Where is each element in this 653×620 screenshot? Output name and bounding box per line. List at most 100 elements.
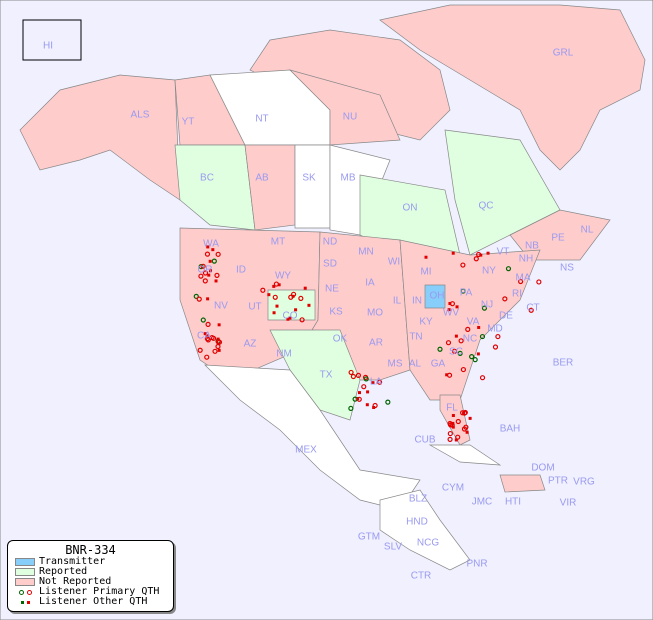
listener-primary-qth-marker (214, 272, 220, 278)
listener-other-qth-marker (365, 403, 369, 407)
region-label-cym: CYM (442, 483, 464, 494)
listener-primary-qth-marker (473, 256, 479, 262)
hispaniola (499, 474, 546, 493)
central-america (379, 489, 471, 571)
listener-other-qth-marker (208, 259, 212, 263)
listener-primary-qth-marker (298, 295, 304, 302)
listener-primary-qth-marker (447, 430, 453, 437)
listener-other-qth-marker (288, 316, 292, 320)
region-label-wy: WY (275, 271, 291, 282)
region-label-ky: KY (419, 317, 433, 328)
listener-primary-qth-marker (350, 373, 357, 380)
region-label-ia: IA (365, 278, 375, 289)
listener-primary-qth-marker (437, 346, 443, 352)
listener-primary-qth-marker (273, 281, 280, 287)
region-label-wa: WA (203, 239, 219, 250)
listener-other-qth-marker (424, 255, 428, 259)
legend-item: Transmitter (8, 557, 173, 567)
listener-primary-qth-marker (361, 384, 367, 390)
listener-primary-qth-marker (204, 251, 211, 257)
listener-other-qth-marker (451, 251, 455, 255)
listener-primary-qth-marker (460, 366, 467, 373)
listener-primary-qth-marker (197, 347, 203, 353)
region-label-hnd: HND (406, 517, 428, 528)
region-label-ns: NS (560, 263, 574, 274)
alaska (19, 74, 181, 201)
region-label-mo: MO (367, 308, 383, 319)
region-label-gtm: GTM (358, 532, 380, 543)
region-label-in: IN (412, 296, 422, 307)
listener-primary-qth-marker (272, 294, 278, 300)
region-label-sd: SD (323, 259, 337, 270)
region-label-ct: CT (526, 303, 539, 314)
region-label-jmc: JMC (472, 497, 493, 508)
land-areas (19, 4, 646, 571)
listener-other-qth-marker (211, 248, 215, 252)
listener-primary-qth-marker (528, 307, 534, 313)
region-label-fl: FL (446, 403, 458, 414)
listener-other-qth-marker (307, 303, 311, 307)
legend-label: Listener Primary QTH (39, 586, 160, 597)
region-label-ctr: CTR (411, 571, 432, 582)
listener-primary-qth-marker (200, 263, 206, 269)
region-label-mn: MN (358, 247, 374, 258)
region-label-bc: BC (200, 173, 214, 184)
listener-primary-qth-marker (451, 348, 458, 354)
region-label-oh: OH (430, 291, 445, 302)
region-label-nj: NJ (481, 300, 493, 311)
listener-primary-qth-marker (193, 293, 199, 299)
british-columbia (174, 144, 256, 231)
legend-item: Listener Other QTH (8, 597, 173, 607)
listener-other-qth-marker (468, 416, 472, 420)
listener-primary-qth-marker (385, 399, 391, 405)
region-label-al: AL (409, 359, 422, 370)
region-label-ma: MA (516, 273, 531, 284)
region-label-grl: GRL (553, 48, 574, 59)
region-label-ncg: NCG (417, 538, 439, 549)
region-label-ptr: PTR (548, 476, 568, 487)
region-label-hti: HTI (505, 497, 521, 508)
listener-other-qth-marker (371, 381, 375, 385)
listener-primary-qth-marker (455, 418, 461, 425)
legend-swatch (15, 558, 35, 566)
listener-other-qth-marker (366, 390, 370, 394)
primary-qth-icon (15, 589, 35, 595)
legend-item: Not Reported (8, 577, 173, 587)
listener-other-qth-marker (217, 323, 221, 327)
region-label-ab: AB (255, 173, 269, 184)
legend-label: Transmitter (39, 556, 106, 567)
region-label-qc: QC (479, 201, 494, 212)
region-label-md: MD (487, 324, 503, 335)
listener-other-qth-marker (286, 317, 290, 321)
listener-primary-qth-marker (363, 376, 369, 382)
legend-swatch (15, 568, 35, 576)
region-label-ms: MS (388, 359, 403, 370)
region-label-sk: SK (302, 173, 316, 184)
listener-markers (193, 245, 542, 442)
region-label-dom: DOM (531, 463, 554, 474)
region-label-pnr: PNR (466, 559, 487, 570)
listener-primary-qth-marker (460, 262, 466, 268)
region-label-or: OR (198, 265, 213, 276)
region-label-nd: ND (323, 237, 337, 248)
listener-primary-qth-marker (356, 396, 362, 402)
listener-primary-qth-marker (481, 305, 488, 311)
region-label-co: CO (283, 311, 298, 322)
listener-primary-qth-marker (198, 263, 204, 270)
region-label-ne: NE (325, 284, 339, 295)
florida (439, 394, 471, 446)
listener-primary-qth-marker (460, 410, 466, 416)
listener-other-qth-marker (476, 352, 480, 356)
greenland (379, 4, 646, 171)
region-label-nv: NV (214, 301, 228, 312)
listener-primary-qth-marker (502, 296, 508, 302)
region-label-vrg: VRG (573, 477, 595, 488)
listener-other-qth-marker (303, 286, 307, 290)
listener-primary-qth-marker (210, 335, 217, 341)
region-label-als: ALS (131, 110, 150, 121)
listener-primary-qth-marker (469, 354, 475, 360)
legend-label: Listener Other QTH (39, 596, 148, 607)
region-label-ny: NY (482, 266, 496, 277)
listener-primary-qth-marker (449, 301, 456, 307)
listener-primary-qth-marker (290, 291, 297, 297)
